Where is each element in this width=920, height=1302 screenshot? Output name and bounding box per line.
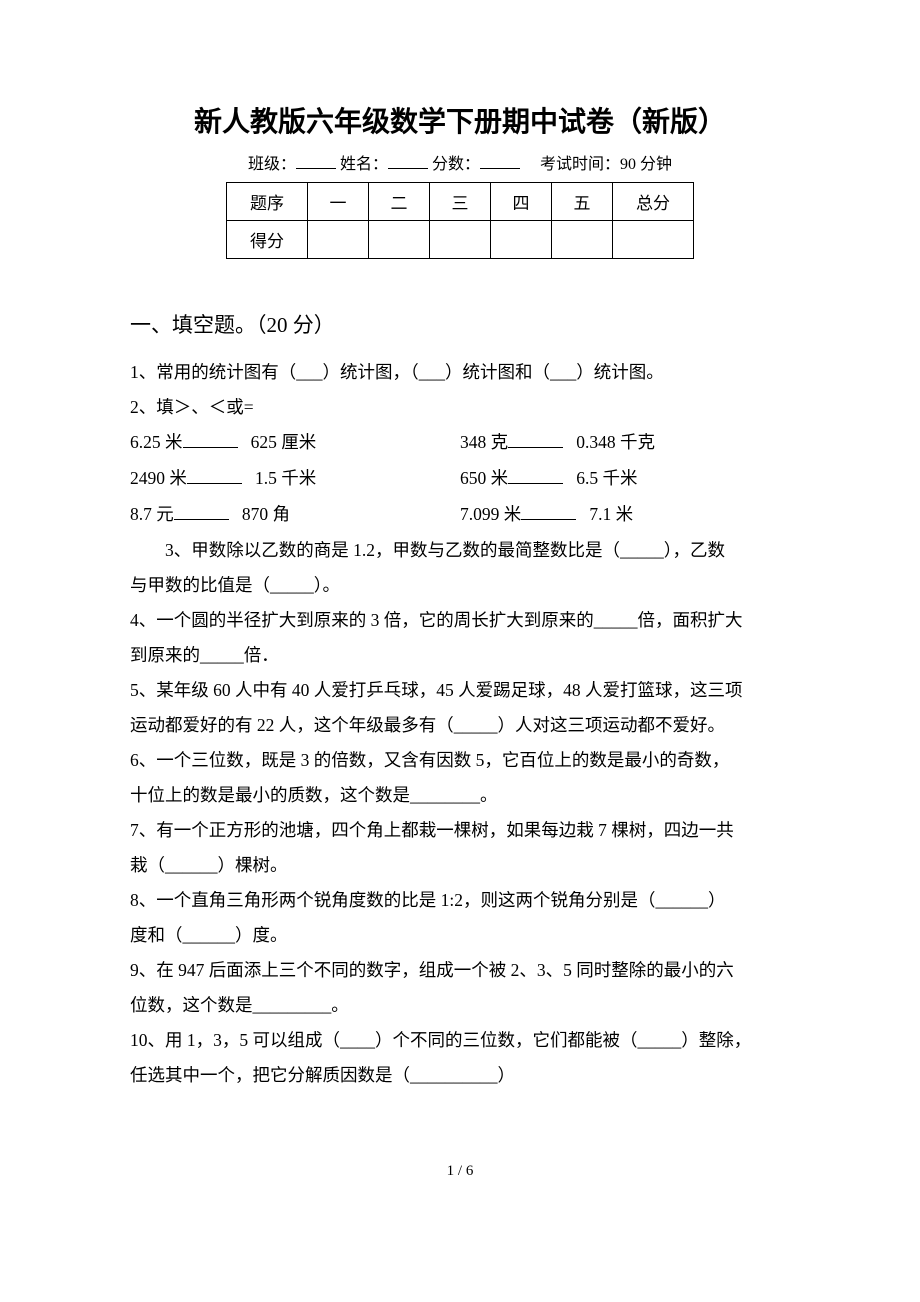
question-2-intro: 2、填＞、＜或=: [130, 390, 790, 425]
cmp-value: 6.25 米: [130, 432, 183, 452]
comparison-row: 6.25 米 625 厘米 348 克 0.348 千克: [130, 425, 790, 461]
class-blank: [296, 152, 336, 169]
question-6b: 十位上的数是最小的质数，这个数是________。: [130, 778, 790, 813]
table-row: 题序 一 二 三 四 五 总分: [227, 183, 694, 221]
cmp-value: 7.099 米: [460, 504, 521, 524]
comparison-cell: 348 克 0.348 千克: [460, 425, 790, 461]
cmp-value: 2490 米: [130, 468, 187, 488]
cmp-value: 0.348 千克: [576, 432, 655, 452]
question-10a: 10、用 1，3，5 可以组成（____）个不同的三位数，它们都能被（_____…: [130, 1023, 790, 1058]
section-heading: 一、填空题。（20 分）: [130, 309, 790, 339]
question-5a: 5、某年级 60 人中有 40 人爱打乒乓球，45 人爱踢足球，48 人爱打篮球…: [130, 673, 790, 708]
cmp-value: 348 克: [460, 432, 508, 452]
cmp-value: 625 厘米: [251, 432, 317, 452]
question-8a: 8、一个直角三角形两个锐角度数的比是 1:2，则这两个锐角分别是（______）: [130, 883, 790, 918]
table-cell: 题序: [227, 183, 308, 221]
table-cell: [308, 221, 369, 259]
class-label: 班级：: [248, 156, 296, 173]
page-container: 新人教版六年级数学下册期中试卷（新版） 班级： 姓名： 分数： 考试时间：90 …: [0, 0, 920, 1220]
blank: [508, 465, 563, 484]
score-table: 题序 一 二 三 四 五 总分 得分: [226, 182, 694, 259]
table-cell: 五: [552, 183, 613, 221]
cmp-value: 870 角: [242, 504, 290, 524]
cmp-value: 1.5 千米: [255, 468, 316, 488]
table-cell: [430, 221, 491, 259]
name-blank: [388, 152, 428, 169]
question-7b: 栽（______）棵树。: [130, 848, 790, 883]
question-7a: 7、有一个正方形的池塘，四个角上都栽一棵树，如果每边栽 7 棵树，四边一共: [130, 813, 790, 848]
cmp-value: 650 米: [460, 468, 508, 488]
blank: [521, 501, 576, 520]
question-10b: 任选其中一个，把它分解质因数是（__________）: [130, 1058, 790, 1093]
table-cell: [613, 221, 694, 259]
cmp-value: 6.5 千米: [576, 468, 637, 488]
comparison-cell: 7.099 米 7.1 米: [460, 497, 790, 533]
info-line: 班级： 姓名： 分数： 考试时间：90 分钟: [130, 150, 790, 174]
table-cell: 二: [369, 183, 430, 221]
name-label: 姓名：: [340, 156, 388, 173]
question-4a: 4、一个圆的半径扩大到原来的 3 倍，它的周长扩大到原来的_____倍，面积扩大: [130, 603, 790, 638]
table-cell: [552, 221, 613, 259]
cmp-value: 7.1 米: [589, 504, 633, 524]
question-3b: 与甲数的比值是（_____）。: [130, 568, 790, 603]
score-label: 分数：: [432, 156, 480, 173]
question-9a: 9、在 947 后面添上三个不同的数字，组成一个被 2、3、5 同时整除的最小的…: [130, 953, 790, 988]
question-5b: 运动都爱好的有 22 人，这个年级最多有（_____）人对这三项运动都不爱好。: [130, 708, 790, 743]
comparison-row: 8.7 元 870 角 7.099 米 7.1 米: [130, 497, 790, 533]
time-label: 考试时间：90 分钟: [540, 156, 672, 173]
comparison-cell: 2490 米 1.5 千米: [130, 461, 460, 497]
comparison-cell: 8.7 元 870 角: [130, 497, 460, 533]
table-row: 得分: [227, 221, 694, 259]
score-blank: [480, 152, 520, 169]
blank: [187, 465, 242, 484]
table-cell: [369, 221, 430, 259]
page-number: 1 / 6: [130, 1163, 790, 1180]
comparison-cell: 6.25 米 625 厘米: [130, 425, 460, 461]
table-cell: 总分: [613, 183, 694, 221]
cmp-value: 8.7 元: [130, 504, 174, 524]
table-cell: [491, 221, 552, 259]
table-cell: 一: [308, 183, 369, 221]
blank: [183, 430, 238, 449]
blank: [174, 501, 229, 520]
table-cell: 三: [430, 183, 491, 221]
table-cell: 四: [491, 183, 552, 221]
question-3a: 3、甲数除以乙数的商是 1.2，甲数与乙数的最简整数比是（_____），乙数: [130, 533, 790, 568]
exam-title: 新人教版六年级数学下册期中试卷（新版）: [130, 100, 790, 140]
question-6a: 6、一个三位数，既是 3 的倍数，又含有因数 5，它百位上的数是最小的奇数，: [130, 743, 790, 778]
question-8b: 度和（______）度。: [130, 918, 790, 953]
question-4b: 到原来的_____倍．: [130, 638, 790, 673]
question-9b: 位数，这个数是_________。: [130, 988, 790, 1023]
blank: [508, 430, 563, 449]
question-1: 1、常用的统计图有（___）统计图，（___）统计图和（___）统计图。: [130, 355, 790, 390]
comparison-row: 2490 米 1.5 千米 650 米 6.5 千米: [130, 461, 790, 497]
table-cell: 得分: [227, 221, 308, 259]
comparison-cell: 650 米 6.5 千米: [460, 461, 790, 497]
